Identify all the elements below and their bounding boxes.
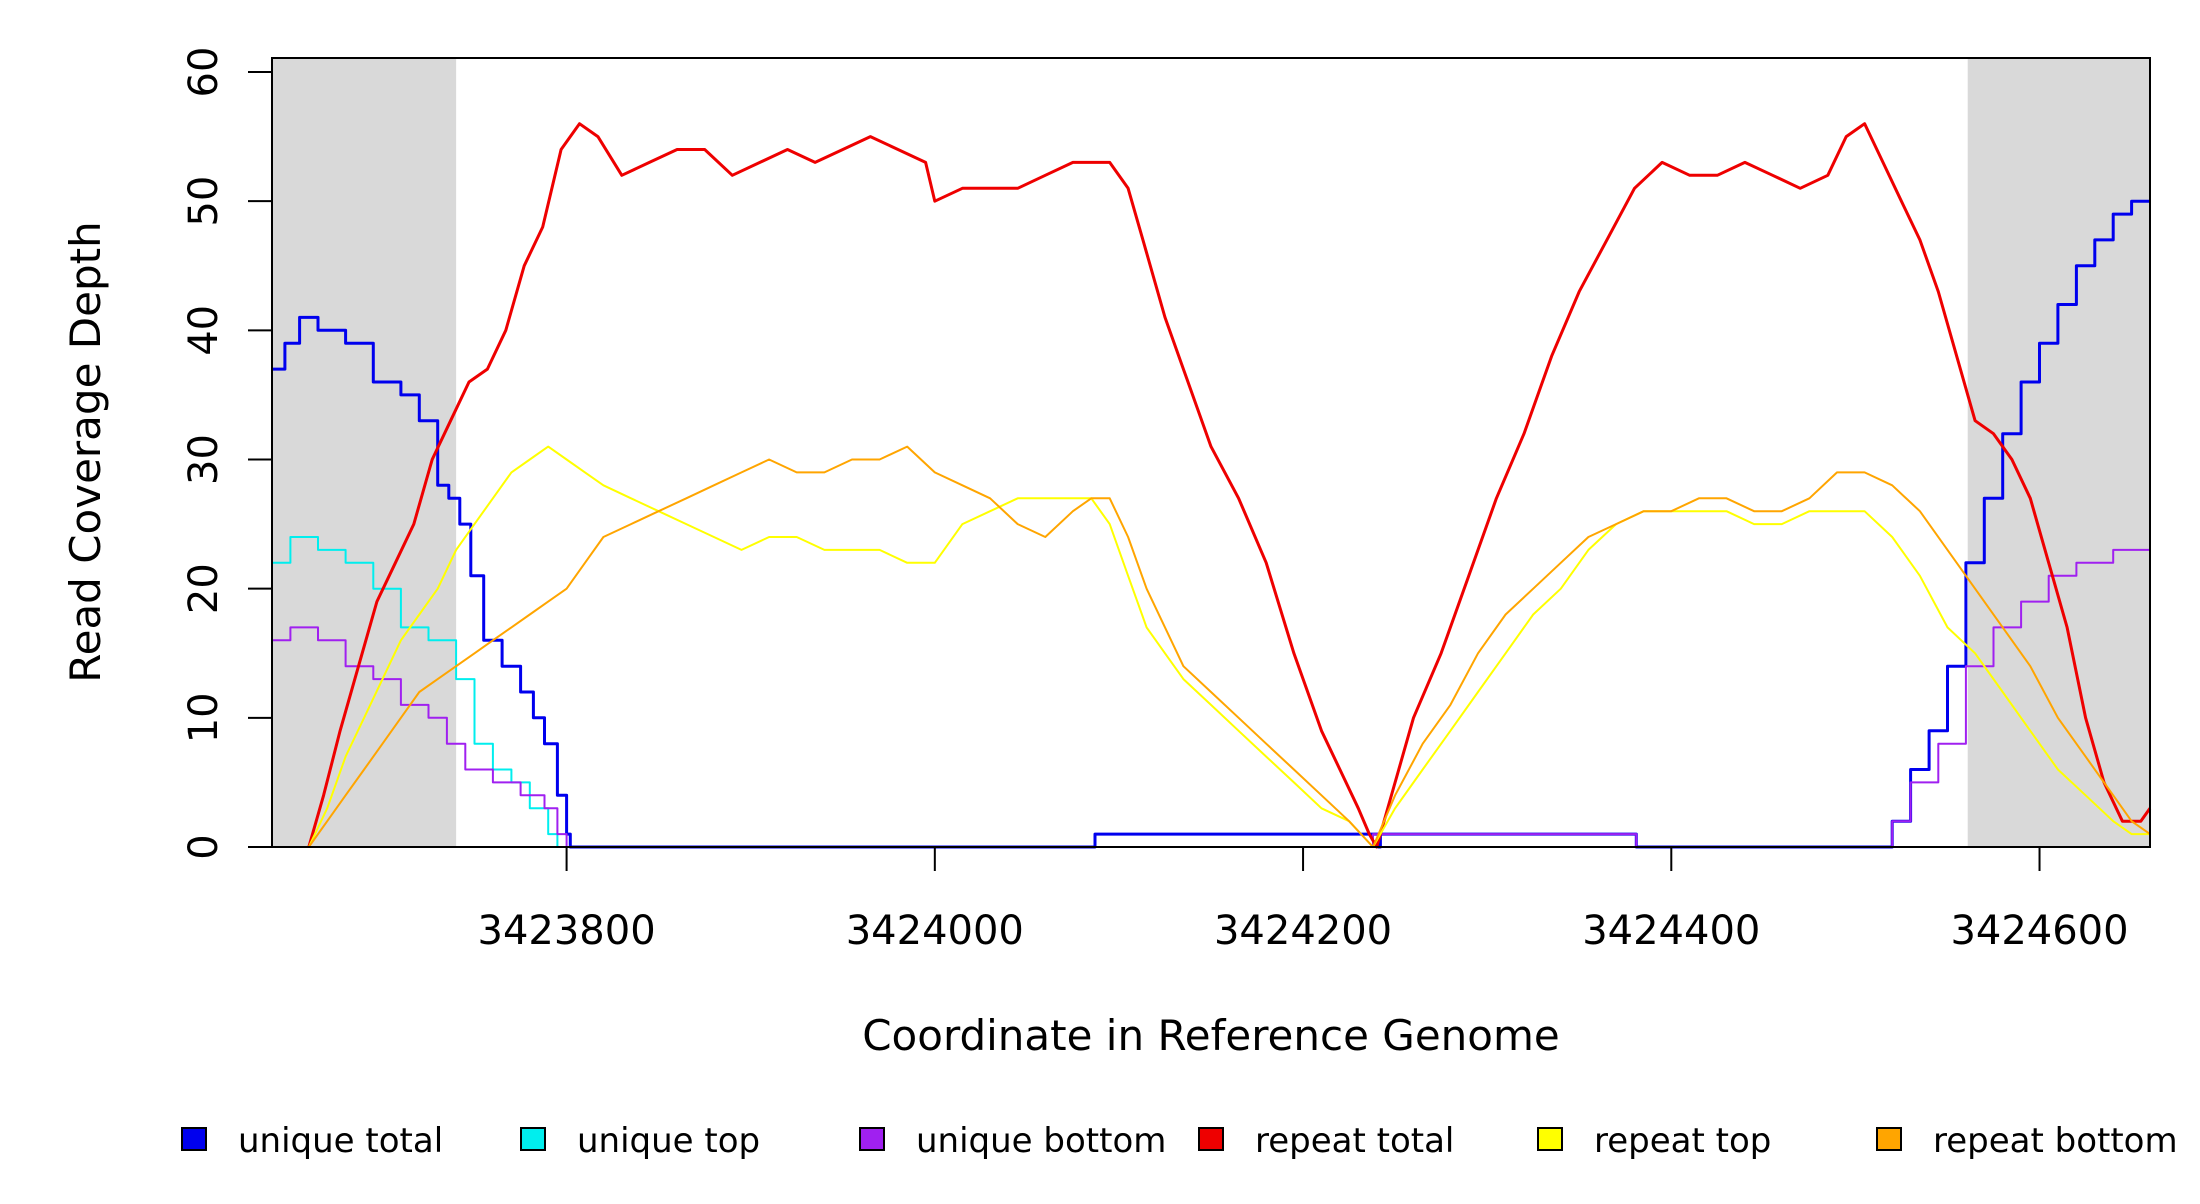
y-axis-label: Read Coverage Depth <box>61 221 110 682</box>
legend-swatch-repeat-top <box>1537 1127 1563 1151</box>
legend-label-repeat-total: repeat total <box>1255 1121 1454 1161</box>
series-line-unique-top <box>272 536 2150 848</box>
legend-label-unique-bottom: unique bottom <box>916 1121 1166 1161</box>
legend-label-repeat-bottom: repeat bottom <box>1933 1121 2178 1161</box>
x-axis-label: Coordinate in Reference Genome <box>862 1011 1560 1060</box>
y-tick-label-1: 10 <box>181 692 227 743</box>
y-tick-label-2: 20 <box>181 563 227 614</box>
x-tick-label-4: 3424600 <box>1950 908 2128 954</box>
series-line-unique-bottom <box>272 548 2150 848</box>
series-line-repeat-total <box>307 122 2152 849</box>
x-tick-label-1: 3424000 <box>846 908 1024 954</box>
y-axis: 0 10 20 30 40 50 60 <box>181 47 272 860</box>
plot-frame <box>271 57 2151 848</box>
x-tick-label-2: 3424200 <box>1214 908 1392 954</box>
legend-label-unique-top: unique top <box>577 1121 760 1161</box>
shaded-regions <box>272 58 2150 847</box>
legend-swatch-repeat-total <box>1198 1127 1224 1151</box>
series-line-repeat-top <box>307 445 2150 848</box>
series-line-unique-total <box>272 199 2150 849</box>
series-line-repeat-bottom <box>307 445 2151 848</box>
y-tick-label-4: 40 <box>181 305 227 356</box>
legend-swatch-unique-bottom <box>859 1127 885 1151</box>
shaded-region-0 <box>272 58 457 847</box>
shaded-region-1 <box>1967 58 2150 847</box>
legend-swatch-unique-total <box>181 1127 207 1151</box>
y-tick-label-5: 50 <box>181 176 227 227</box>
y-tick-label-3: 30 <box>181 434 227 485</box>
x-tick-label-0: 3423800 <box>478 908 656 954</box>
x-axis: 3423800 3424000 3424200 3424400 3424600 <box>478 847 2129 954</box>
x-tick-label-3: 3424400 <box>1582 908 1760 954</box>
series-lines <box>272 122 2152 849</box>
y-tick-label-0: 0 <box>181 834 227 859</box>
legend-label-unique-total: unique total <box>238 1121 443 1161</box>
legend-swatch-repeat-bottom <box>1876 1127 1902 1151</box>
y-tick-label-6: 60 <box>181 47 227 98</box>
legend: unique total unique top unique bottom repea… <box>181 1121 2178 1161</box>
legend-label-repeat-top: repeat top <box>1594 1121 1771 1161</box>
legend-swatch-unique-top <box>520 1127 546 1151</box>
